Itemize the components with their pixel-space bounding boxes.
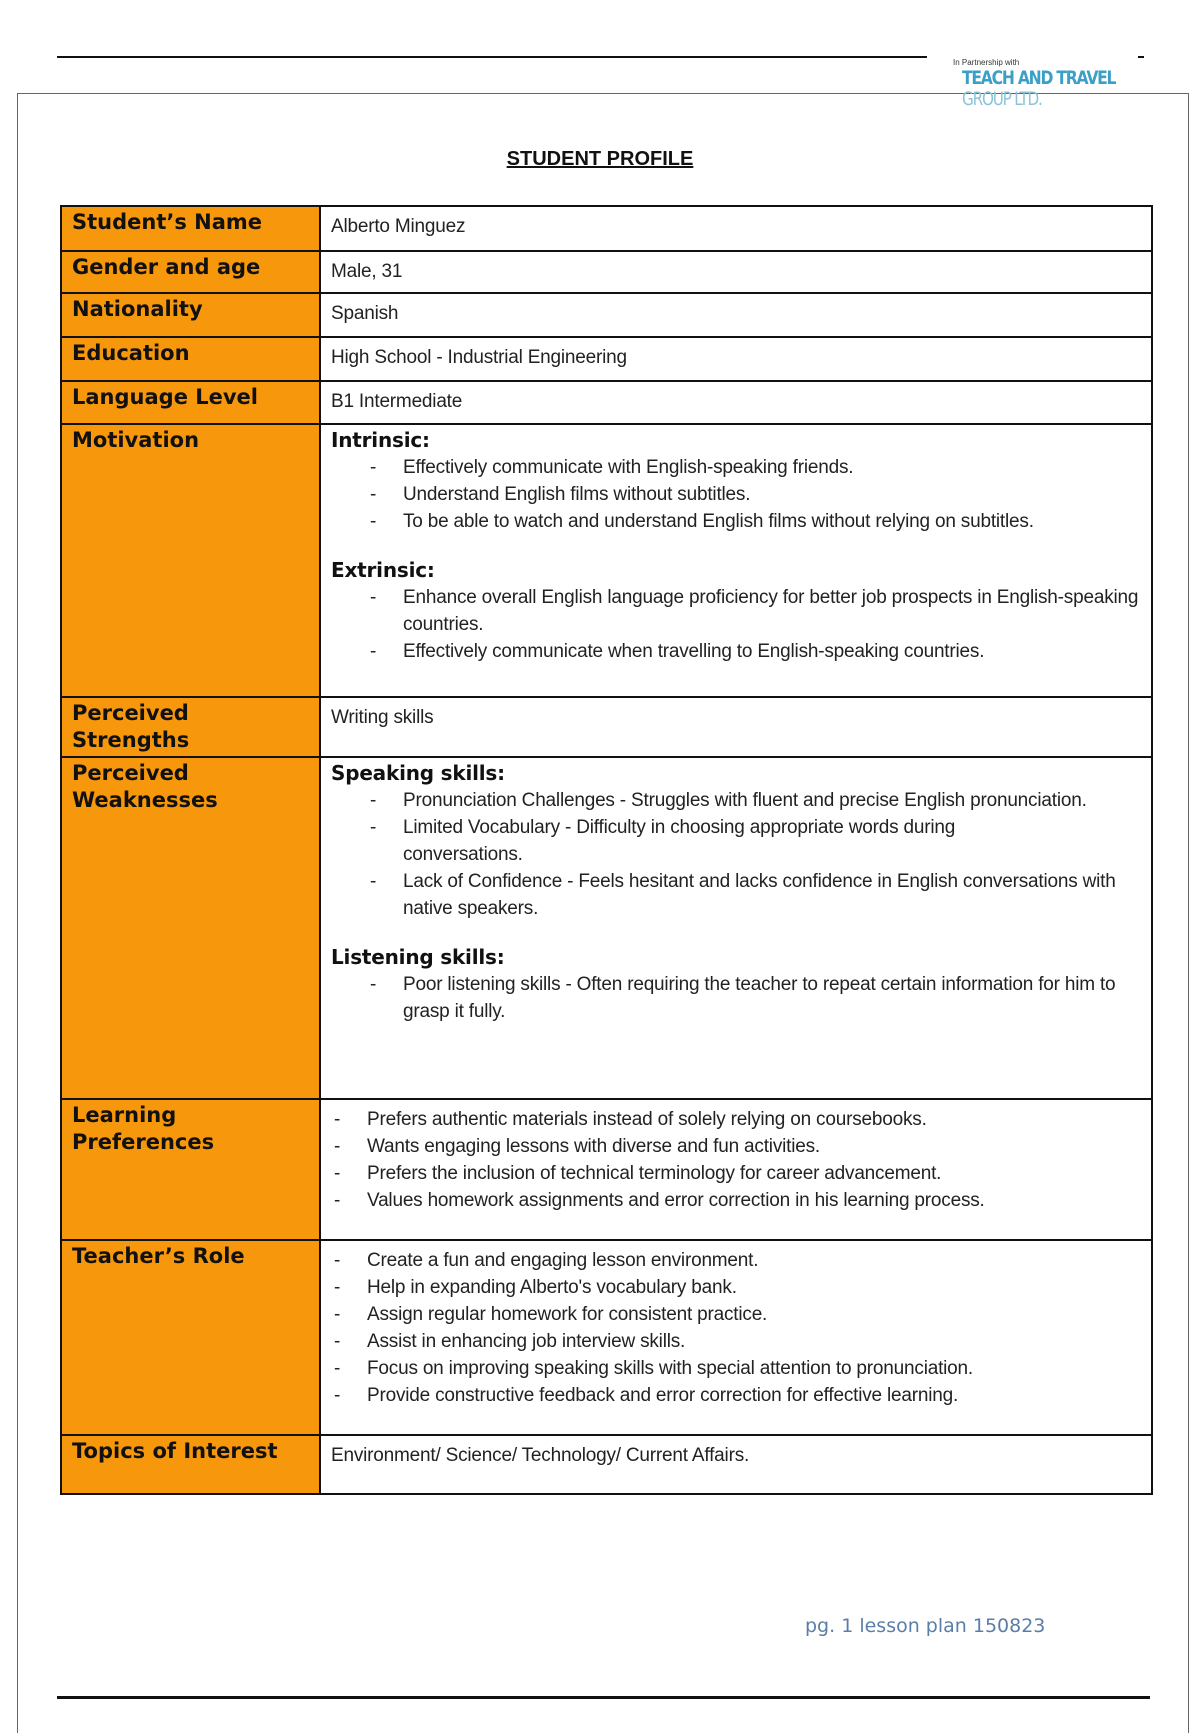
- list-item: Provide constructive feedback and error …: [331, 1382, 1141, 1409]
- row-nationality: Nationality Spanish: [60, 292, 1153, 338]
- student-profile-table: Student’s Name Alberto Minguez Gender and…: [60, 205, 1153, 1495]
- list-item: Lack of Confidence - Feels hesitant and …: [331, 868, 1121, 922]
- row-gender: Gender and age Male, 31: [60, 250, 1153, 294]
- list-item: Wants engaging lessons with diverse and …: [331, 1133, 1141, 1160]
- row-strengths: Perceived Strengths Writing skills: [60, 696, 1153, 758]
- logo-line1: TEACH AND TRAVEL: [962, 67, 1116, 89]
- value: High School - Industrial Engineering: [319, 336, 1153, 382]
- label: Perceived Strengths: [60, 696, 321, 758]
- list-item: Create a fun and engaging lesson environ…: [331, 1247, 1141, 1274]
- row-weaknesses: Perceived Weaknesses Speaking skills: Pr…: [60, 756, 1153, 1100]
- page-title: STUDENT PROFILE: [506, 148, 694, 170]
- partner-logo: In Partnership with TEACH AND TRAVEL GRO…: [948, 58, 1128, 128]
- list-item: Help in expanding Alberto's vocabulary b…: [331, 1274, 1141, 1301]
- list-item: To be able to watch and understand Engli…: [331, 508, 1141, 535]
- value: Environment/ Science/ Technology/ Curren…: [319, 1434, 1153, 1495]
- header-rule: [57, 56, 927, 58]
- logo-line2: GROUP LTD.: [962, 88, 1043, 110]
- row-name: Student’s Name Alberto Minguez: [60, 205, 1153, 252]
- value: Alberto Minguez: [319, 205, 1153, 252]
- list-item: Prefers the inclusion of technical termi…: [331, 1160, 1141, 1187]
- list-item: Prefers authentic materials instead of s…: [331, 1106, 1141, 1133]
- label: Teacher’s Role: [60, 1239, 321, 1436]
- label: Motivation: [60, 423, 321, 698]
- row-language-level: Language Level B1 Intermediate: [60, 380, 1153, 425]
- list-item: Enhance overall English language profici…: [331, 584, 1141, 638]
- speaking-heading: Speaking skills:: [331, 761, 505, 785]
- list-item: Understand English films without subtitl…: [331, 481, 1141, 508]
- row-education: Education High School - Industrial Engine…: [60, 336, 1153, 382]
- list-item: Focus on improving speaking skills with …: [331, 1355, 1141, 1382]
- list-item: Pronunciation Challenges - Struggles wit…: [331, 787, 1121, 814]
- value: Prefers authentic materials instead of s…: [319, 1098, 1153, 1241]
- label: Language Level: [60, 380, 321, 425]
- label: Nationality: [60, 292, 321, 338]
- extrinsic-heading: Extrinsic:: [331, 558, 435, 582]
- value: Writing skills: [319, 696, 1153, 758]
- value: Speaking skills: Pronunciation Challenge…: [319, 756, 1153, 1100]
- label: Gender and age: [60, 250, 321, 294]
- footer-rule: [57, 1696, 1150, 1699]
- listening-heading: Listening skills:: [331, 945, 505, 969]
- list-item: Poor listening skills - Often requiring …: [331, 971, 1121, 1025]
- list-item: Values homework assignments and error co…: [331, 1187, 1141, 1214]
- row-learning-preferences: Learning Preferences Prefers authentic m…: [60, 1098, 1153, 1241]
- header-rule-end: [1138, 56, 1144, 58]
- label: Perceived Weaknesses: [60, 756, 321, 1100]
- label: Education: [60, 336, 321, 382]
- page-border: [17, 93, 1189, 1733]
- logo-tagline: In Partnership with: [953, 58, 1020, 67]
- value: B1 Intermediate: [319, 380, 1153, 425]
- value: Create a fun and engaging lesson environ…: [319, 1239, 1153, 1436]
- value: Intrinsic: Effectively communicate with …: [319, 423, 1153, 698]
- list-item: Assist in enhancing job interview skills…: [331, 1328, 1141, 1355]
- page-footer: pg. 1 lesson plan 150823: [805, 1615, 1046, 1637]
- label: Topics of Interest: [60, 1434, 321, 1495]
- label: Student’s Name: [60, 205, 321, 252]
- list-item: Effectively communicate when travelling …: [331, 638, 1141, 665]
- list-item: Effectively communicate with English-spe…: [331, 454, 1141, 481]
- value: Spanish: [319, 292, 1153, 338]
- label: Learning Preferences: [60, 1098, 321, 1241]
- intrinsic-heading: Intrinsic:: [331, 428, 430, 452]
- row-topics: Topics of Interest Environment/ Science/ …: [60, 1434, 1153, 1495]
- row-teachers-role: Teacher’s Role Create a fun and engaging…: [60, 1239, 1153, 1436]
- list-item: Assign regular homework for consistent p…: [331, 1301, 1141, 1328]
- list-item: Limited Vocabulary - Difficulty in choos…: [331, 814, 1121, 868]
- value: Male, 31: [319, 250, 1153, 294]
- row-motivation: Motivation Intrinsic: Effectively commun…: [60, 423, 1153, 698]
